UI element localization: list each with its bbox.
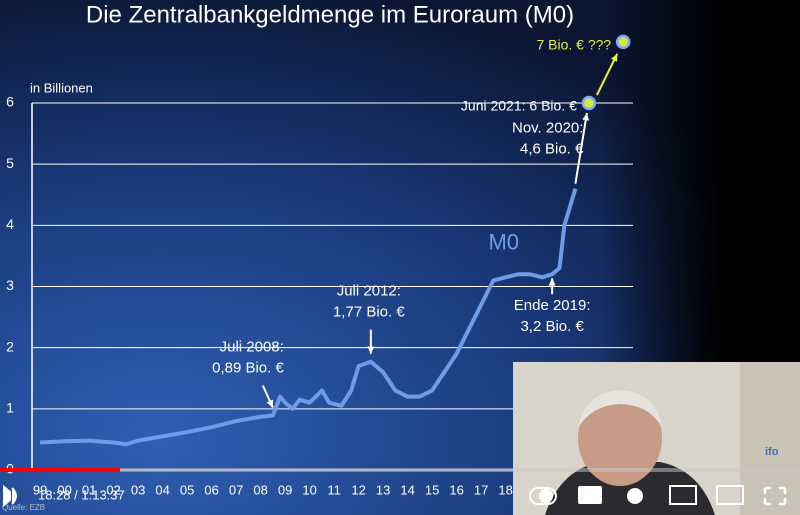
plot: 0123456990001020304050607080910111213141… — [6, 34, 633, 497]
y-axis-label: in Billionen — [30, 80, 93, 95]
x-tick-label: 07 — [229, 482, 243, 497]
progress-played[interactable] — [0, 468, 120, 472]
y-tick-label: 2 — [6, 338, 14, 354]
x-tick-label: 14 — [400, 482, 414, 497]
webcam-logo: ifo — [765, 446, 779, 458]
y-tick-label: 3 — [6, 277, 14, 293]
x-tick-label: 10 — [302, 482, 316, 497]
fullscreen-button[interactable] — [763, 486, 787, 506]
series-label: M0 — [488, 229, 519, 254]
x-tick-label: 04 — [155, 482, 169, 497]
x-tick-label: 08 — [253, 482, 267, 497]
autoplay-toggle[interactable] — [529, 487, 557, 505]
webcam: ifo — [513, 362, 800, 515]
annotation-text: Ende 2019: — [514, 297, 591, 314]
arrow-head — [582, 113, 590, 121]
miniplayer-button[interactable] — [669, 485, 697, 505]
x-tick-label: 13 — [376, 482, 390, 497]
annotation-text: 4,6 Bio. € — [520, 141, 584, 158]
arrow-head — [548, 278, 556, 286]
annotation-text: Nov. 2020: — [512, 120, 583, 137]
x-tick-label: 16 — [449, 482, 463, 497]
y-tick-label: 5 — [6, 155, 14, 171]
progress-track[interactable] — [0, 468, 800, 472]
theater-button[interactable] — [716, 485, 744, 505]
x-tick-label: 11 — [327, 482, 341, 497]
person-head — [578, 390, 662, 486]
time-display: 18:28 / 1:13:37 — [38, 487, 125, 502]
x-tick-label: 06 — [204, 482, 218, 497]
y-tick-label: 1 — [6, 400, 14, 416]
autoplay-knob[interactable] — [539, 489, 553, 503]
settings-button[interactable] — [627, 488, 643, 504]
annotation-text: Juli 2008: — [220, 339, 284, 356]
subtitles-button[interactable] — [578, 486, 602, 504]
highlight-label: Juni 2021: 6 Bio. € — [461, 98, 577, 114]
person-hair — [578, 390, 662, 428]
controls: 18:28 / 1:13:37 — [3, 484, 787, 508]
highlight-label: 7 Bio. € ??? — [536, 37, 611, 53]
source: Quelle: EZB — [2, 503, 45, 512]
x-tick-label: 01 — [82, 482, 96, 497]
highlight-point — [581, 95, 597, 111]
volume-button[interactable] — [3, 484, 17, 508]
x-tick-label: 17 — [474, 482, 488, 497]
arrow-shaft — [574, 112, 588, 184]
webcam-wall — [740, 362, 800, 515]
x-tick-label: 99 — [33, 482, 47, 497]
annotation-text: Juli 2012: — [337, 283, 401, 300]
x-tick-label: 09 — [278, 482, 292, 497]
x-tick-label: 12 — [351, 482, 365, 497]
x-tick-label: 05 — [180, 482, 194, 497]
annotation-text: 3,2 Bio. € — [520, 318, 584, 335]
y-tick-label: 4 — [6, 216, 14, 232]
arrow-head — [610, 53, 618, 62]
y-tick-label: 6 — [6, 94, 14, 110]
annotation-text: 0,89 Bio. € — [212, 360, 284, 377]
highlight-point — [615, 34, 631, 50]
annotation-text: 1,77 Bio. € — [333, 304, 405, 321]
x-tick-label: 18 — [498, 482, 512, 497]
x-tick-label: 03 — [131, 482, 145, 497]
arrow-head — [367, 346, 375, 354]
arrow-shaft — [596, 53, 619, 96]
series-line — [39, 188, 578, 447]
arrow-head — [266, 399, 274, 408]
x-tick-label: 02 — [106, 482, 120, 497]
x-tick-label: 00 — [57, 482, 71, 497]
x-tick-label: 15 — [425, 482, 439, 497]
chart-title: Die Zentralbankgeldmenge im Euroraum (M0… — [86, 1, 574, 28]
